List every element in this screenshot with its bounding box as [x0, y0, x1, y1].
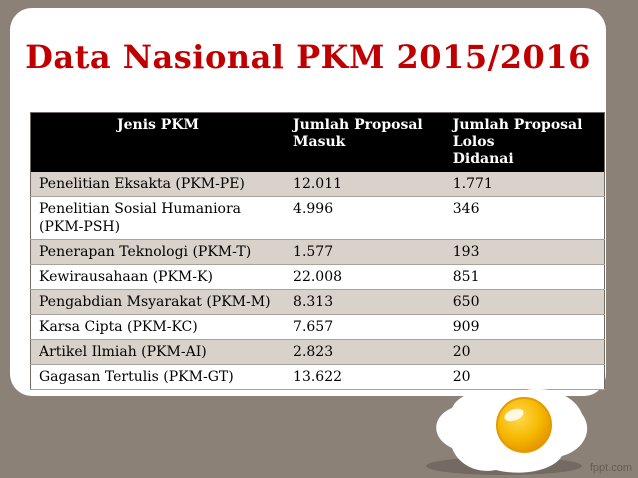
lolos-cell: 909 [444, 314, 605, 340]
pkm-data-table: Jenis PKM Jumlah Proposal Masuk Jumlah Pro… [30, 112, 605, 390]
table-body: Penelitian Eksakta (PKM-PE) 12.011 1.771 Pe… [30, 172, 605, 390]
masuk-cell: 1.577 [285, 239, 445, 265]
column-header: Jenis PKM [30, 112, 286, 172]
masuk-cell: 4.996 [285, 196, 445, 240]
pkm-data-table-wrap: Jenis PKM Jumlah Proposal Masuk Jumlah Pro… [30, 112, 605, 390]
table-row: Penelitian Sosial Humaniora (PKM-PSH) 4.9… [30, 196, 605, 240]
table-row: Artikel Ilmiah (PKM-AI) 2.823 20 [30, 339, 605, 365]
table-row: Penelitian Eksakta (PKM-PE) 12.011 1.771 [30, 172, 605, 197]
lolos-cell: 1.771 [444, 172, 605, 197]
jenis-cell: Pengabdian Msyarakat (PKM-M) [30, 289, 286, 315]
lolos-cell: 193 [444, 239, 605, 265]
table-row: Gagasan Tertulis (PKM-GT) 13.622 20 [30, 364, 605, 390]
fppt-watermark: fppt.com [589, 462, 632, 474]
lolos-cell: 650 [444, 289, 605, 315]
table-header-row: Jenis PKM Jumlah Proposal Masuk Jumlah Pro… [30, 112, 605, 172]
column-header: Jumlah Proposal Masuk [285, 112, 445, 172]
masuk-cell: 7.657 [285, 314, 445, 340]
jenis-cell: Penelitian Sosial Humaniora (PKM-PSH) [30, 196, 286, 240]
table-row: Penerapan Teknologi (PKM-T) 1.577 193 [30, 239, 605, 265]
table-row: Karsa Cipta (PKM-KC) 7.657 909 [30, 314, 605, 340]
masuk-cell: 12.011 [285, 172, 445, 197]
column-header: Jumlah Proposal Lolos Didanai [444, 112, 605, 172]
jenis-cell: Penelitian Eksakta (PKM-PE) [30, 172, 286, 197]
masuk-cell: 13.622 [285, 364, 445, 390]
lolos-cell: 20 [444, 339, 605, 365]
jenis-cell: Karsa Cipta (PKM-KC) [30, 314, 286, 340]
jenis-cell: Penerapan Teknologi (PKM-T) [30, 239, 286, 265]
jenis-cell: Artikel Ilmiah (PKM-AI) [30, 339, 286, 365]
lolos-cell: 851 [444, 264, 605, 290]
fried-egg-icon [426, 388, 588, 475]
masuk-cell: 8.313 [285, 289, 445, 315]
jenis-cell: Kewirausahaan (PKM-K) [30, 264, 286, 290]
masuk-cell: 2.823 [285, 339, 445, 365]
table-row: Pengabdian Msyarakat (PKM-M) 8.313 650 [30, 289, 605, 315]
slide-title: Data Nasional PKM 2015/2016 [25, 38, 591, 76]
masuk-cell: 22.008 [285, 264, 445, 290]
table-row: Kewirausahaan (PKM-K) 22.008 851 [30, 264, 605, 290]
lolos-cell: 346 [444, 196, 605, 240]
lolos-cell: 20 [444, 364, 605, 390]
jenis-cell: Gagasan Tertulis (PKM-GT) [30, 364, 286, 390]
